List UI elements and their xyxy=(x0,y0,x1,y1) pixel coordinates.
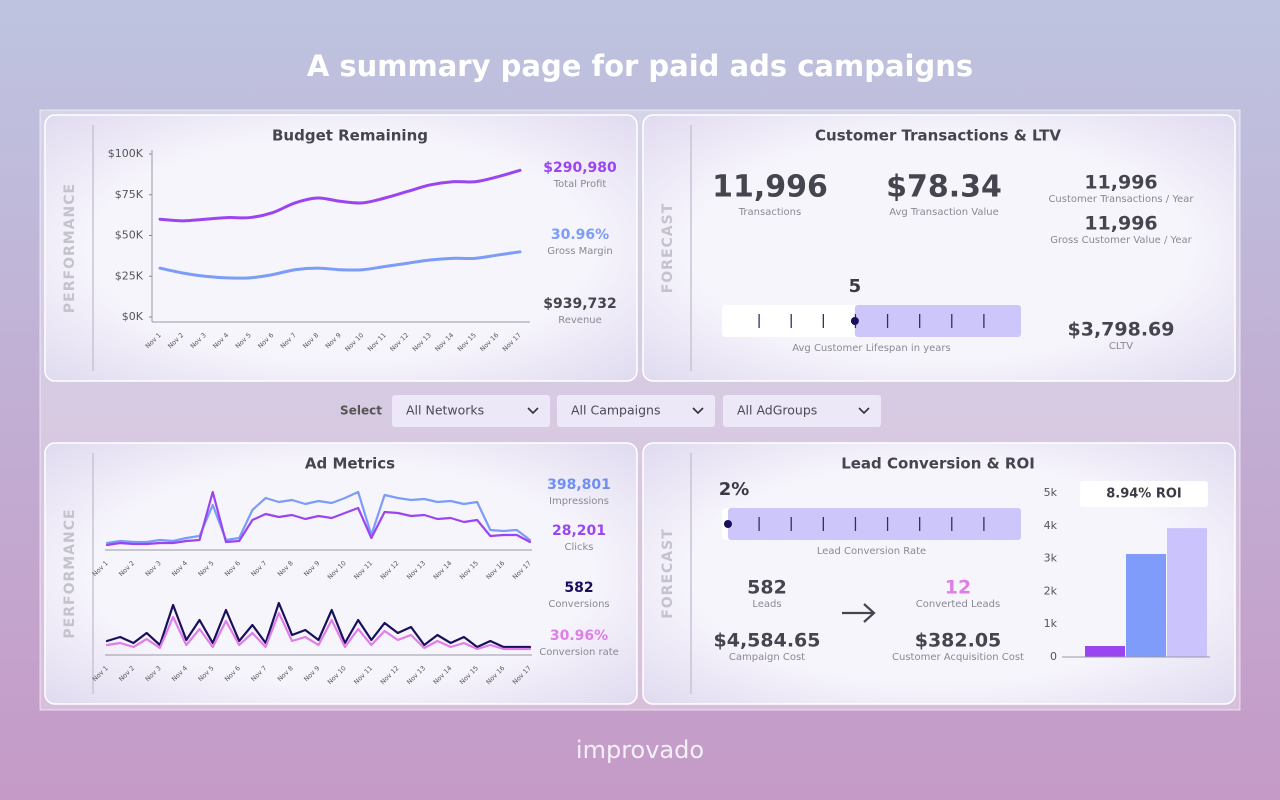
panel-title: Lead Conversion & ROI xyxy=(841,455,1035,473)
stat-label: Gross Margin xyxy=(547,246,613,257)
stat-label: CLTV xyxy=(1109,341,1133,352)
chevron[interactable] xyxy=(858,407,870,415)
stat-value: $3,798.69 xyxy=(1068,319,1175,341)
stat-label: Avg Transaction Value xyxy=(889,207,999,218)
side-label: FORECAST xyxy=(660,203,676,294)
panel-title: Ad Metrics xyxy=(305,455,395,473)
dropdown-box[interactable] xyxy=(557,395,715,427)
gauge-marker xyxy=(723,520,732,528)
panel-title: Budget Remaining xyxy=(272,127,428,145)
y-tick-label: 0 xyxy=(1050,650,1057,663)
brand: improvado xyxy=(576,736,704,764)
stat-value: 582 xyxy=(564,580,593,596)
line-series xyxy=(158,250,522,280)
line-series xyxy=(105,601,532,649)
gauge-marker xyxy=(850,317,859,325)
y-tick-label: 1k xyxy=(1044,617,1058,630)
stat-value: 30.96% xyxy=(550,628,608,644)
gauge-label: Avg Customer Lifespan in years xyxy=(792,343,951,354)
side-label: FORECAST xyxy=(660,528,676,619)
arrow xyxy=(842,603,876,623)
stat-label: Gross Customer Value / Year xyxy=(1050,235,1192,246)
side-label: PERFORMANCE xyxy=(62,183,78,313)
stat-value: 11,996 xyxy=(1084,213,1157,235)
stat-label: Leads xyxy=(752,599,781,610)
line-series xyxy=(158,168,522,223)
stat-label: Total Profit xyxy=(553,179,607,190)
stat-value: $939,732 xyxy=(543,296,617,312)
line-series xyxy=(105,611,532,651)
y-tick-label: $25K xyxy=(115,269,144,282)
side-label: PERFORMANCE xyxy=(62,508,78,638)
y-tick-label: $0K xyxy=(122,310,144,323)
stat-value: 30.96% xyxy=(551,227,609,243)
stat-value: 11,996 xyxy=(712,170,828,205)
panels: Budget Remaining PERFORMANCE Customer Tran… xyxy=(44,114,1236,705)
y-tick-label: $75K xyxy=(115,188,144,201)
panel xyxy=(44,442,638,705)
chevron[interactable] xyxy=(527,407,539,415)
gauge-value: 5 xyxy=(849,276,862,297)
y-tick-label: 2k xyxy=(1044,584,1058,597)
panel xyxy=(642,114,1236,382)
filter-label: Select xyxy=(340,404,382,418)
gauge-fill xyxy=(727,508,1021,540)
bar xyxy=(1167,528,1207,657)
stat-label: Customer Acquisition Cost xyxy=(892,652,1024,663)
dropdown-box[interactable] xyxy=(392,395,550,427)
line-series xyxy=(105,490,532,545)
bar xyxy=(1126,554,1166,657)
stat-label: Clicks xyxy=(564,542,593,553)
stat-value: $78.34 xyxy=(886,170,1002,205)
panel-title: Customer Transactions & LTV xyxy=(815,127,1061,145)
stat-label: Revenue xyxy=(558,315,602,326)
bar xyxy=(1085,646,1125,657)
y-tick-label: $50K xyxy=(115,229,144,242)
stat-label: Conversions xyxy=(548,599,609,610)
y-tick-label: 5k xyxy=(1044,486,1058,499)
dropdown-text[interactable]: All Campaigns xyxy=(571,403,660,418)
page-title: A summary page for paid ads campaigns xyxy=(307,49,973,83)
dropdown-text[interactable]: All Networks xyxy=(406,403,484,418)
gauge-label: Lead Conversion Rate xyxy=(817,546,926,557)
stat-label: Campaign Cost xyxy=(729,652,805,663)
stat-value: 582 xyxy=(747,577,787,599)
line-series xyxy=(105,490,532,547)
stat-label: Transactions xyxy=(738,207,801,218)
y-tick-label: $100K xyxy=(108,147,144,160)
gauge-fill xyxy=(854,305,1021,337)
y-tick-label: 3k xyxy=(1044,552,1058,565)
annotation: 8.94% ROI xyxy=(1106,487,1182,502)
y-tick-label: 4k xyxy=(1044,519,1058,532)
dropdown-box[interactable] xyxy=(723,395,881,427)
dropdown[interactable]: All Campaigns xyxy=(557,395,715,427)
chevron[interactable] xyxy=(692,407,704,415)
stat-value: $290,980 xyxy=(543,160,617,176)
stat-value: $382.05 xyxy=(915,630,1002,652)
dropdown-text[interactable]: All AdGroups xyxy=(737,403,817,418)
stat-label: Impressions xyxy=(549,496,609,507)
dropdown[interactable]: All AdGroups xyxy=(723,395,881,427)
stat-value: 398,801 xyxy=(547,477,611,493)
dropdown[interactable]: All Networks xyxy=(392,395,550,427)
stat-label: Conversion rate xyxy=(539,647,619,658)
stat-value: 11,996 xyxy=(1084,172,1157,194)
stat-value: $4,584.65 xyxy=(714,630,821,652)
gauge-value: 2% xyxy=(719,479,750,500)
panel xyxy=(44,114,638,382)
stat-label: Converted Leads xyxy=(916,599,1000,610)
annotation-box xyxy=(1080,481,1208,507)
stat-label: Customer Transactions / Year xyxy=(1048,194,1194,205)
stat-value: 12 xyxy=(945,577,971,599)
stat-value: 28,201 xyxy=(552,523,606,539)
